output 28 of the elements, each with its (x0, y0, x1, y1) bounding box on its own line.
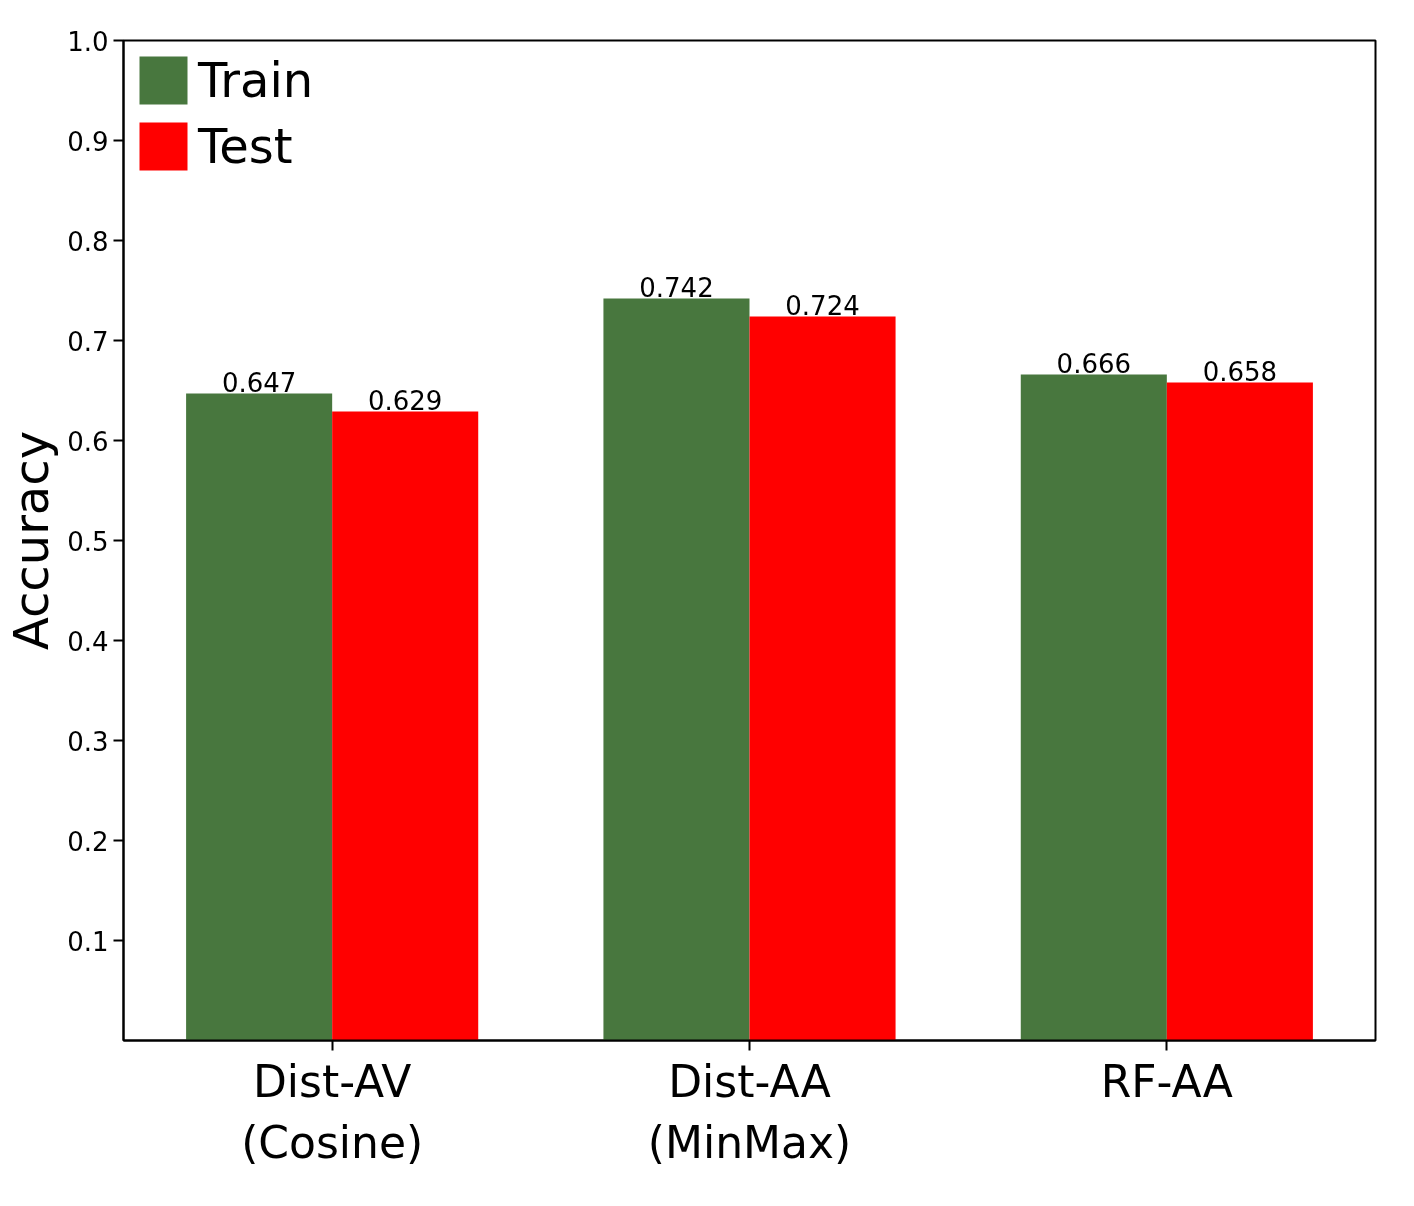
data-label: 0.658 (1202, 356, 1278, 387)
bar (749, 316, 896, 1041)
y-tick-label: 0.5 (67, 526, 109, 557)
y-tick-label: 0.6 (67, 426, 109, 457)
x-tick-label: RF-AA (1100, 1055, 1233, 1107)
legend-label: Test (198, 118, 293, 174)
bar (186, 393, 333, 1041)
data-label: 0.742 (639, 272, 714, 303)
data-label: 0.724 (785, 290, 860, 321)
y-tick-label: 0.3 (67, 726, 109, 757)
y-axis-title: Accuracy (3, 430, 60, 651)
legend-label: Train (198, 52, 314, 108)
y-tick-label: 0.8 (67, 226, 109, 257)
data-label: 0.629 (367, 385, 443, 416)
data-label: 0.647 (221, 367, 297, 398)
bar (1166, 382, 1313, 1041)
bar (1020, 374, 1167, 1041)
data-label: 0.666 (1056, 348, 1132, 379)
y-tick-label: 1.0 (67, 26, 109, 57)
y-tick-label: 0.2 (67, 826, 109, 857)
x-tick-label: Dist-AA (MinMax) (647, 1055, 852, 1168)
y-tick-label: 0.4 (67, 626, 109, 657)
bar (332, 411, 479, 1041)
y-tick-label: 0.1 (67, 926, 109, 957)
y-tick-label: 0.7 (67, 326, 109, 357)
bar (603, 298, 750, 1041)
x-tick-label: Dist-AV (Cosine) (241, 1055, 424, 1168)
y-tick-label: 0.9 (67, 126, 109, 157)
